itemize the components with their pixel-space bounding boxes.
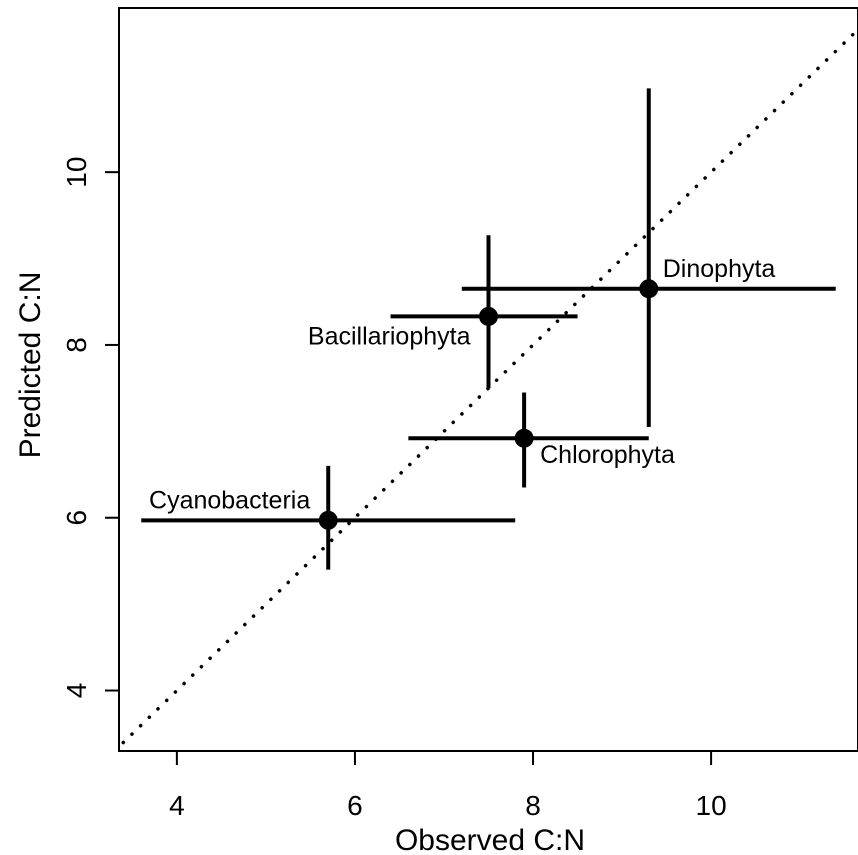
x-tick-label: 10 <box>696 790 727 821</box>
point-label: Cyanobacteria <box>149 486 310 514</box>
data-point <box>639 279 659 299</box>
y-tick-label: 4 <box>61 683 92 699</box>
x-tick-label: 6 <box>347 790 363 821</box>
one-to-one-line <box>119 27 858 750</box>
y-axis: 4 6 8 10 <box>61 157 119 699</box>
point-label: Bacillariophyta <box>308 322 471 350</box>
x-axis: 4 6 8 10 <box>169 751 727 821</box>
y-axis-title: Predicted C:N <box>14 272 47 459</box>
point-label: Dinophyta <box>663 255 776 283</box>
plot-frame <box>118 7 858 752</box>
data-point <box>318 510 338 530</box>
x-tick-label: 8 <box>525 790 541 821</box>
y-tick-label: 8 <box>61 337 92 353</box>
x-axis-title: Observed C:N <box>395 824 585 855</box>
y-tick-label: 6 <box>61 510 92 526</box>
data-point <box>479 306 498 326</box>
data-point <box>514 428 534 448</box>
point-label: Chlorophyta <box>540 441 675 469</box>
y-tick-label: 10 <box>61 157 92 188</box>
x-tick-label: 4 <box>169 790 185 821</box>
